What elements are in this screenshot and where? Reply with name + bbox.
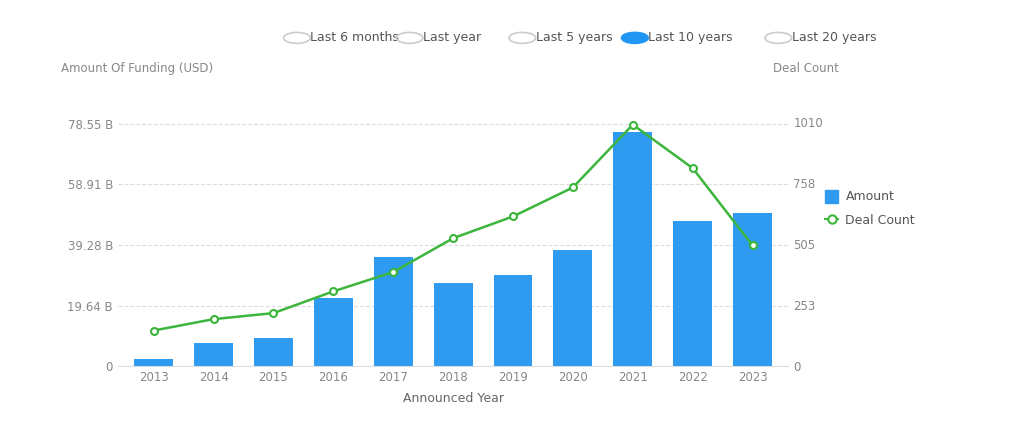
Bar	[553, 250, 592, 366]
Bar	[673, 221, 712, 366]
Text: Amount Of Funding (USD): Amount Of Funding (USD)	[60, 61, 213, 75]
Text: Last 6 months: Last 6 months	[310, 32, 399, 44]
Bar	[195, 343, 233, 366]
Bar	[613, 132, 652, 366]
Legend: Amount, Deal Count: Amount, Deal Count	[825, 190, 915, 227]
X-axis label: Announced Year: Announced Year	[402, 392, 504, 405]
Text: Last 20 years: Last 20 years	[792, 32, 877, 44]
Bar	[433, 283, 473, 366]
Bar	[733, 213, 772, 366]
Bar	[314, 298, 353, 366]
Bar	[134, 359, 173, 366]
Text: Deal Count: Deal Count	[773, 61, 839, 75]
Bar	[494, 275, 532, 366]
Bar	[374, 257, 413, 366]
Bar	[254, 338, 293, 366]
Text: Last 5 years: Last 5 years	[536, 32, 612, 44]
Text: Last 10 years: Last 10 years	[648, 32, 733, 44]
Text: Last year: Last year	[423, 32, 481, 44]
